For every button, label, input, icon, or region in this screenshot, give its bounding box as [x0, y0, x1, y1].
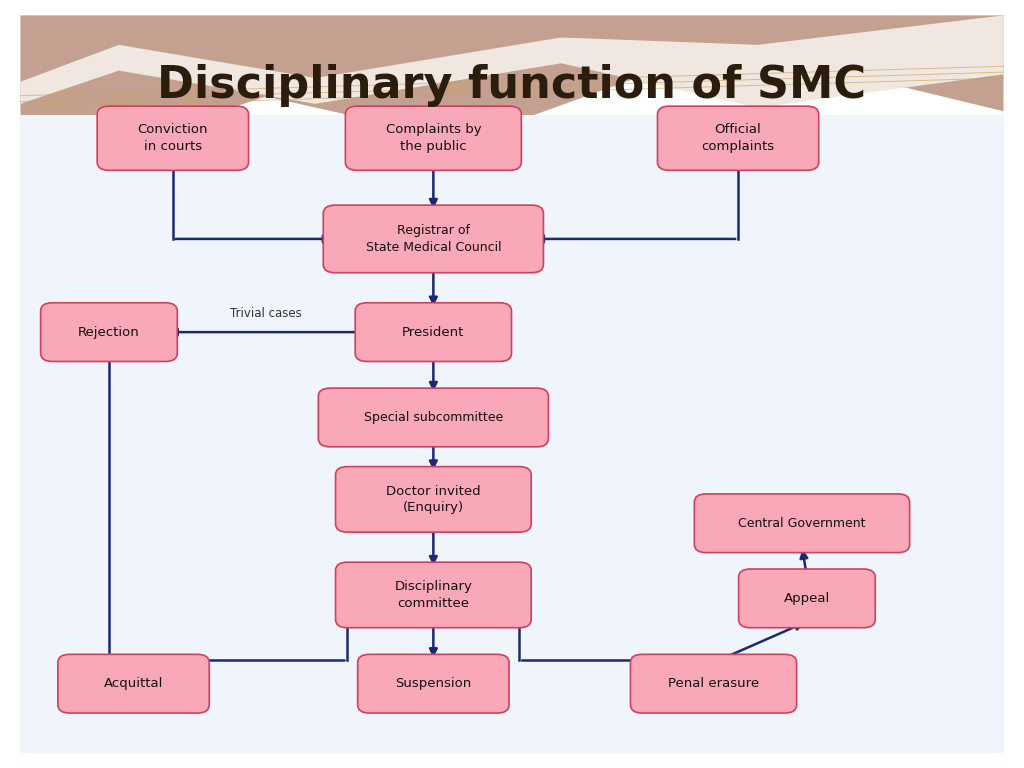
Polygon shape — [20, 15, 1004, 177]
Polygon shape — [20, 15, 1004, 108]
FancyBboxPatch shape — [336, 562, 531, 627]
Text: Trivial cases: Trivial cases — [230, 307, 302, 319]
FancyBboxPatch shape — [57, 654, 209, 713]
FancyBboxPatch shape — [324, 205, 544, 273]
Text: Special subcommittee: Special subcommittee — [364, 411, 503, 424]
Text: Disciplinary function of SMC: Disciplinary function of SMC — [158, 64, 866, 107]
Text: Registrar of
State Medical Council: Registrar of State Medical Council — [366, 224, 501, 253]
Text: Penal erasure: Penal erasure — [668, 677, 759, 690]
Text: Suspension: Suspension — [395, 677, 471, 690]
Polygon shape — [20, 115, 1004, 753]
FancyBboxPatch shape — [738, 569, 876, 627]
FancyBboxPatch shape — [355, 303, 512, 362]
FancyBboxPatch shape — [357, 654, 509, 713]
Text: Rejection: Rejection — [78, 326, 140, 339]
FancyBboxPatch shape — [345, 106, 521, 170]
FancyBboxPatch shape — [657, 106, 819, 170]
Text: President: President — [402, 326, 465, 339]
FancyBboxPatch shape — [318, 388, 549, 447]
Text: Acquittal: Acquittal — [103, 677, 163, 690]
Text: Official
complaints: Official complaints — [701, 124, 775, 153]
FancyBboxPatch shape — [694, 494, 909, 553]
FancyBboxPatch shape — [41, 303, 177, 362]
Text: Doctor invited
(Enquiry): Doctor invited (Enquiry) — [386, 485, 480, 514]
FancyBboxPatch shape — [97, 106, 249, 170]
Text: Complaints by
the public: Complaints by the public — [386, 124, 481, 153]
Text: Disciplinary
committee: Disciplinary committee — [394, 580, 472, 610]
FancyBboxPatch shape — [631, 654, 797, 713]
Text: Central Government: Central Government — [738, 517, 865, 530]
FancyBboxPatch shape — [336, 467, 531, 532]
Text: Conviction
in courts: Conviction in courts — [137, 124, 208, 153]
Text: Appeal: Appeal — [783, 592, 830, 605]
